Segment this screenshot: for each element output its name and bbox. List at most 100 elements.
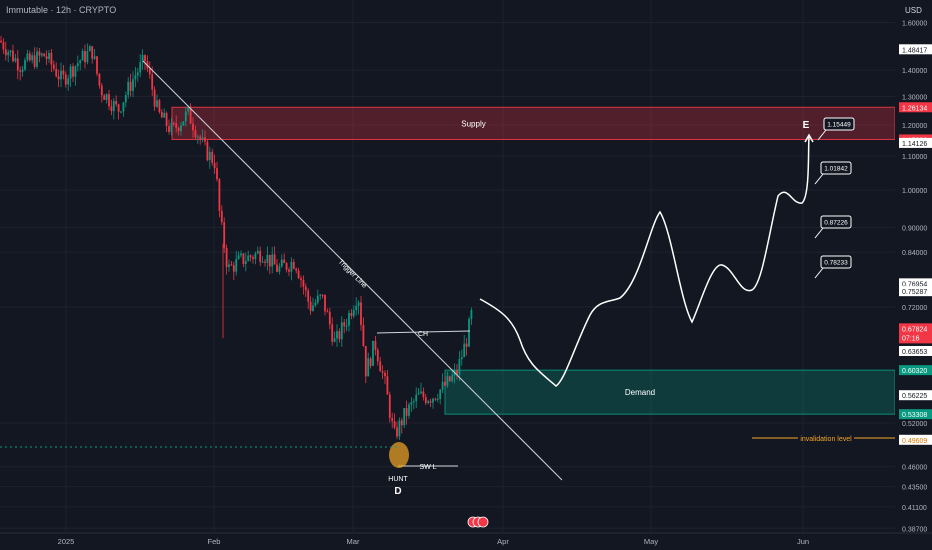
candle-body (340, 322, 343, 340)
candle-body (43, 53, 46, 57)
candle-body (127, 81, 130, 95)
price-label: 0.75287 (902, 289, 927, 296)
candle-body (208, 151, 211, 161)
x-tick-label: Jun (797, 537, 809, 546)
price-label-bg (899, 102, 932, 113)
price-label: 0.49609 (902, 438, 927, 445)
candle-body (434, 398, 437, 400)
candle-body (403, 408, 406, 426)
candle-body (141, 55, 144, 63)
candle-body (422, 391, 425, 398)
candle-body (19, 70, 22, 72)
x-tick-label: May (644, 537, 658, 546)
candle-body (432, 398, 434, 403)
x-tick-label: 2025 (58, 537, 75, 546)
candle-body (350, 312, 353, 316)
candle-body (369, 358, 372, 366)
zone-supply (171, 106, 896, 140)
candle-body (28, 53, 31, 61)
y-tick-label: 1.10000 (902, 154, 927, 161)
candle-body (180, 125, 182, 132)
candle-body (187, 106, 190, 112)
target-pointer (814, 267, 824, 279)
target-box (820, 255, 852, 269)
candle-body (235, 258, 238, 272)
candle-body (386, 376, 389, 395)
candle-body (364, 346, 367, 377)
price-label: 0.63653 (902, 349, 927, 356)
candle-body (7, 52, 10, 56)
projection-path (479, 136, 810, 387)
candle-body (115, 100, 118, 105)
candle-body (211, 151, 214, 163)
candle-body (254, 253, 257, 260)
y-tick-label: 0.72000 (902, 305, 927, 312)
candle-body (230, 264, 233, 266)
zones: Supply Demand (171, 106, 896, 415)
ch-line (376, 330, 471, 334)
candle-body (91, 46, 94, 59)
candle-body (388, 394, 391, 418)
candle-body (460, 357, 463, 360)
candle-body (355, 305, 358, 311)
candle-body (93, 56, 96, 59)
candle-body (249, 255, 252, 258)
candle-body (247, 255, 250, 262)
candle-body (16, 58, 19, 71)
candle-body (360, 302, 362, 325)
candle-body (175, 123, 178, 128)
candle-body (52, 64, 55, 69)
y-tick-label: 1.00000 (902, 188, 927, 195)
candle-body (237, 255, 240, 259)
candle-body (79, 60, 82, 64)
candle-body (376, 349, 379, 362)
candle-body (468, 318, 470, 347)
candle-body (362, 324, 365, 347)
candle-body (189, 106, 192, 124)
candle-body (21, 69, 24, 72)
price-label: 0.76954 (902, 281, 927, 288)
candle-body (300, 278, 302, 281)
candle-body (288, 269, 290, 272)
candle-body (72, 66, 74, 77)
candle-body (148, 68, 151, 75)
candle-body (158, 100, 161, 112)
hunt-label: HUNT (388, 476, 408, 483)
candle-body (204, 137, 206, 142)
candle-body (348, 312, 350, 326)
target-box (820, 161, 852, 175)
candle-body (307, 290, 310, 302)
target-label: 0.87226 (824, 220, 848, 227)
candle-body (60, 70, 62, 80)
candle-body (110, 106, 113, 112)
candle-body (129, 81, 132, 91)
candle-body (192, 123, 194, 131)
price-label: 0.60320 (902, 368, 927, 375)
candle-body (33, 55, 36, 67)
candle-body (252, 257, 254, 260)
candle-body (242, 253, 245, 264)
candle-body (223, 222, 226, 248)
candle-body (285, 263, 288, 270)
candle-body (446, 376, 449, 386)
time-axis: 2025 Feb Mar Apr May Jun (0, 516, 932, 546)
candle-body (393, 421, 396, 428)
candle-body (218, 179, 221, 211)
y-tick-label: 0.52000 (902, 421, 927, 428)
candle-body (439, 389, 442, 400)
price-label-countdown: 07:16 (902, 335, 920, 342)
candle-body (326, 311, 329, 313)
candle-body (352, 310, 355, 316)
candle-body (81, 50, 84, 61)
candle-body (283, 259, 286, 264)
candle-body (314, 302, 317, 306)
candle-body (451, 375, 454, 381)
candle-body (405, 408, 408, 416)
candle-body (45, 56, 48, 60)
price-label-bg (899, 409, 932, 420)
candle-body (122, 102, 125, 112)
candle-body (112, 100, 115, 112)
candle-body (201, 137, 204, 140)
candle-body (4, 49, 7, 56)
